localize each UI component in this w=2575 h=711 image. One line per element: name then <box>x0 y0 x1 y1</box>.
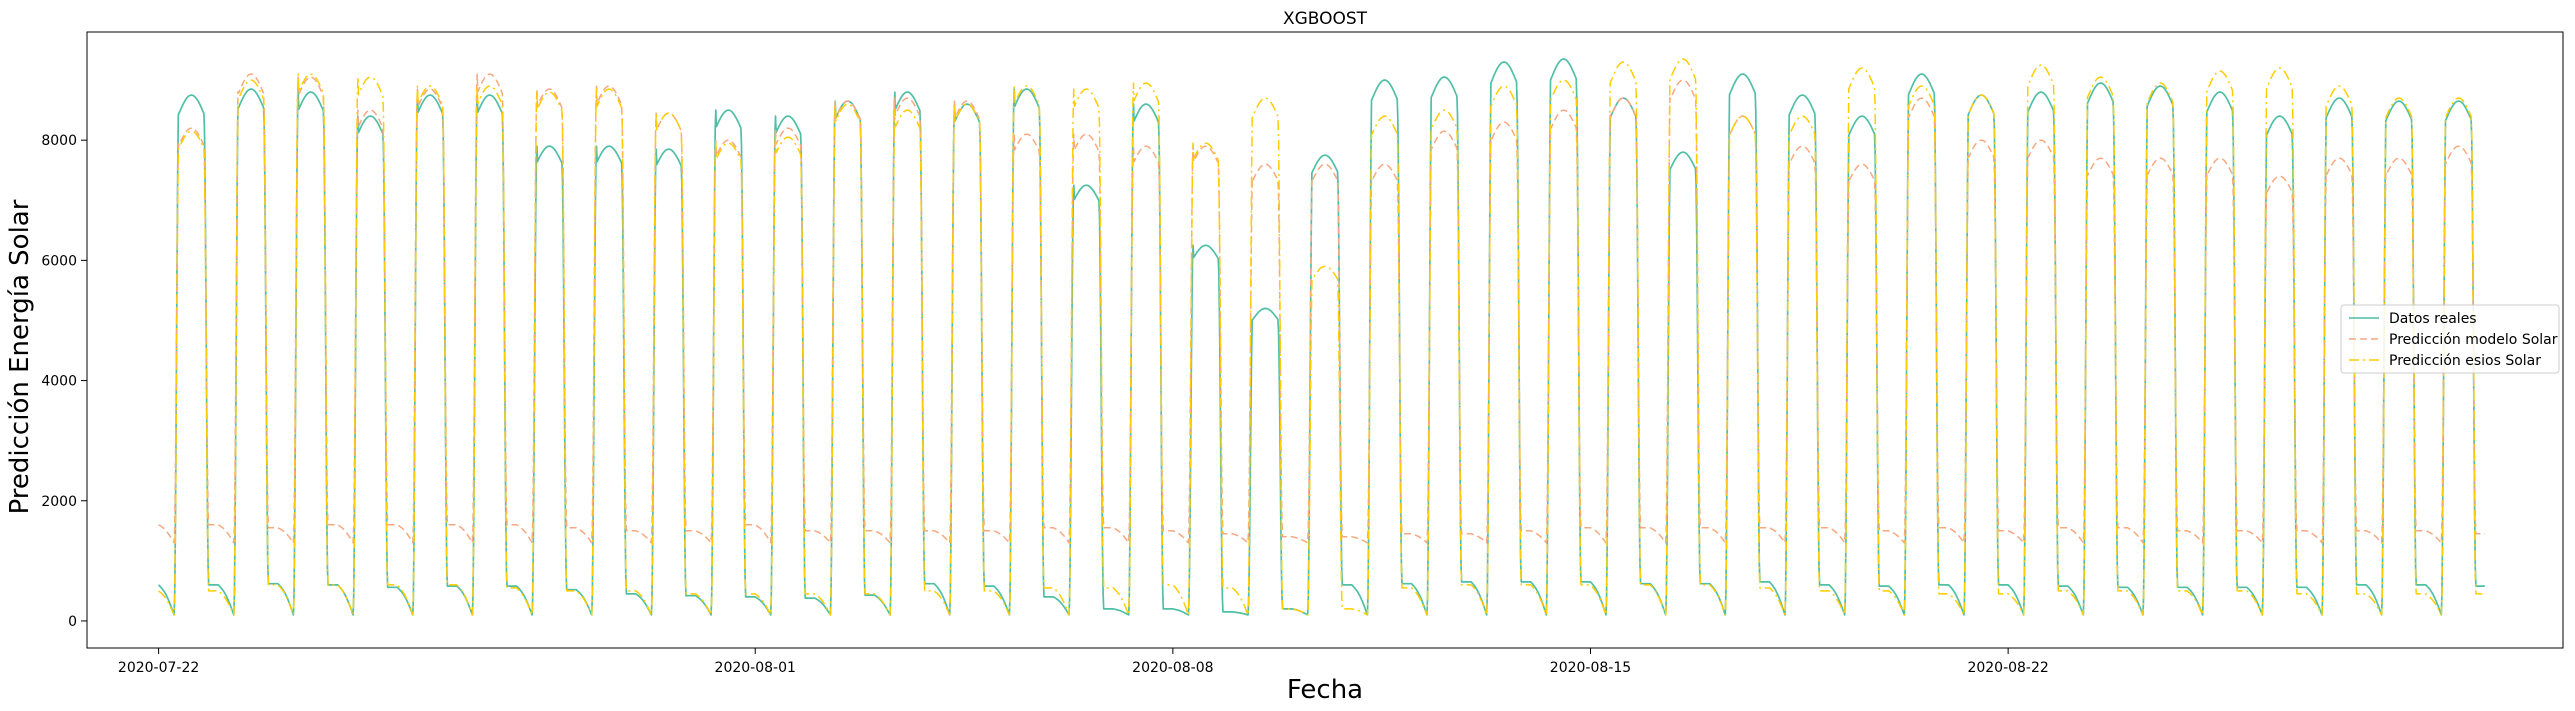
series-line-1 <box>158 73 2485 544</box>
x-tick-label: 2020-08-22 <box>1967 660 2048 676</box>
legend-label-datos-reales: Datos reales <box>2389 311 2477 327</box>
series-layer <box>157 58 2486 616</box>
y-tick-label: 8000 <box>41 133 77 149</box>
series-line-0 <box>157 58 2486 616</box>
x-tick-label: 2020-08-01 <box>715 660 796 676</box>
legend-label-prediccion-modelo-solar: Predicción modelo Solar <box>2389 332 2558 348</box>
plot-frame <box>86 31 2564 649</box>
x-tick-label: 2020-07-22 <box>118 660 199 676</box>
y-tick-label: 0 <box>68 614 77 630</box>
x-tick-label: 2020-08-08 <box>1132 660 1213 676</box>
y-axis-title: Predicción Energía Solar <box>5 199 35 514</box>
chart-title: XGBOOST <box>1283 9 1368 29</box>
x-tick-label: 2020-08-15 <box>1550 660 1631 676</box>
legend: Datos reales Predicción modelo Solar Pre… <box>2340 304 2560 374</box>
series-line-2 <box>158 58 2485 616</box>
legend-box <box>2340 304 2560 374</box>
y-tick-label: 4000 <box>41 374 77 390</box>
y-tick-label: 2000 <box>41 494 77 510</box>
x-axis-title: Fecha <box>1287 675 1363 705</box>
legend-label-prediccion-esios-solar: Predicción esios Solar <box>2389 353 2541 369</box>
y-tick-label: 6000 <box>41 253 77 269</box>
axes-layer: 0 2000 4000 6000 8000 2020-07-22 2020-08-01 202… <box>41 31 2564 676</box>
